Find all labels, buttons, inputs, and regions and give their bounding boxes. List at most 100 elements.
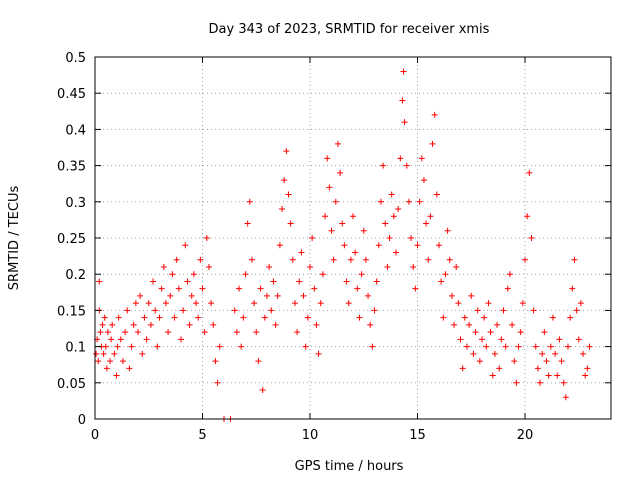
data-point [158, 285, 165, 292]
data-point [425, 256, 432, 263]
data-point [95, 358, 102, 365]
data-point [552, 350, 559, 357]
data-point [350, 213, 356, 220]
data-point [190, 271, 197, 278]
data-point [343, 278, 350, 285]
x-tick-label: 0 [91, 428, 99, 443]
data-point [545, 372, 552, 379]
data-point [137, 292, 144, 299]
data-point [522, 256, 528, 263]
data-point [251, 300, 258, 307]
y-tick-label: 0.3 [65, 196, 86, 211]
data-point [143, 336, 150, 343]
data-point [109, 321, 116, 328]
data-point [171, 314, 178, 321]
data-point [429, 140, 436, 147]
data-point [122, 329, 129, 336]
data-point [139, 350, 146, 357]
data-point [494, 321, 501, 328]
data-point [130, 321, 137, 328]
data-point [276, 242, 283, 249]
data-point [418, 155, 425, 162]
data-point [560, 379, 567, 386]
data-point [93, 350, 100, 357]
data-point [115, 314, 122, 321]
data-point [315, 350, 322, 357]
data-point [369, 343, 376, 350]
data-point [354, 285, 361, 292]
data-point [154, 343, 161, 350]
data-point [388, 191, 395, 198]
data-point [167, 292, 174, 299]
data-point [571, 256, 578, 263]
data-point [298, 249, 305, 256]
data-point [352, 249, 359, 256]
data-point [485, 300, 492, 307]
data-point [294, 329, 301, 336]
data-point [476, 358, 483, 365]
data-point [487, 329, 494, 336]
data-point [367, 321, 374, 328]
data-point [400, 68, 407, 75]
y-axis-label: SRMTID / TECUs [7, 186, 22, 291]
data-point [496, 365, 503, 372]
data-point [300, 292, 307, 299]
data-point [334, 140, 341, 147]
data-point [530, 307, 537, 314]
data-point [519, 300, 526, 307]
data-point [248, 256, 255, 263]
data-point [156, 314, 163, 321]
data-point [238, 343, 245, 350]
data-point [461, 314, 468, 321]
y-tick-label: 0.5 [65, 51, 86, 66]
data-point [375, 242, 382, 249]
data-point [453, 263, 460, 270]
data-point [302, 343, 309, 350]
data-point [103, 365, 110, 372]
data-point [565, 343, 571, 350]
data-point [311, 285, 318, 292]
data-point [399, 97, 406, 104]
data-point [468, 292, 475, 299]
data-point [257, 285, 264, 292]
data-point [341, 242, 348, 249]
data-point [526, 169, 533, 176]
y-tick-label: 0.4 [65, 123, 86, 138]
data-point [513, 379, 520, 386]
data-point [307, 263, 313, 270]
data-point [328, 227, 335, 234]
data-point [313, 321, 320, 328]
data-point [575, 336, 582, 343]
data-point [423, 220, 430, 227]
data-point [397, 155, 404, 162]
data-point [373, 278, 380, 285]
data-point [242, 271, 249, 278]
data-point [108, 336, 115, 343]
data-point [322, 213, 329, 220]
data-point [253, 329, 260, 336]
x-tick-label: 20 [517, 428, 534, 443]
data-point [377, 198, 384, 205]
data-point [582, 372, 589, 379]
data-point [360, 227, 367, 234]
data-point [244, 220, 251, 227]
data-point [438, 278, 445, 285]
x-tick-label: 15 [409, 428, 426, 443]
data-point [365, 292, 372, 299]
data-point [511, 358, 518, 365]
data-point [403, 162, 410, 169]
data-point [543, 358, 550, 365]
data-point [509, 321, 516, 328]
data-point [188, 292, 195, 299]
data-point [264, 292, 270, 299]
data-point [380, 162, 387, 169]
data-point [180, 307, 187, 314]
data-point [199, 285, 206, 292]
data-point [547, 343, 554, 350]
data-point [457, 336, 464, 343]
data-point [285, 191, 292, 198]
data-point [390, 213, 397, 220]
data-point [356, 314, 363, 321]
data-point [517, 329, 524, 336]
